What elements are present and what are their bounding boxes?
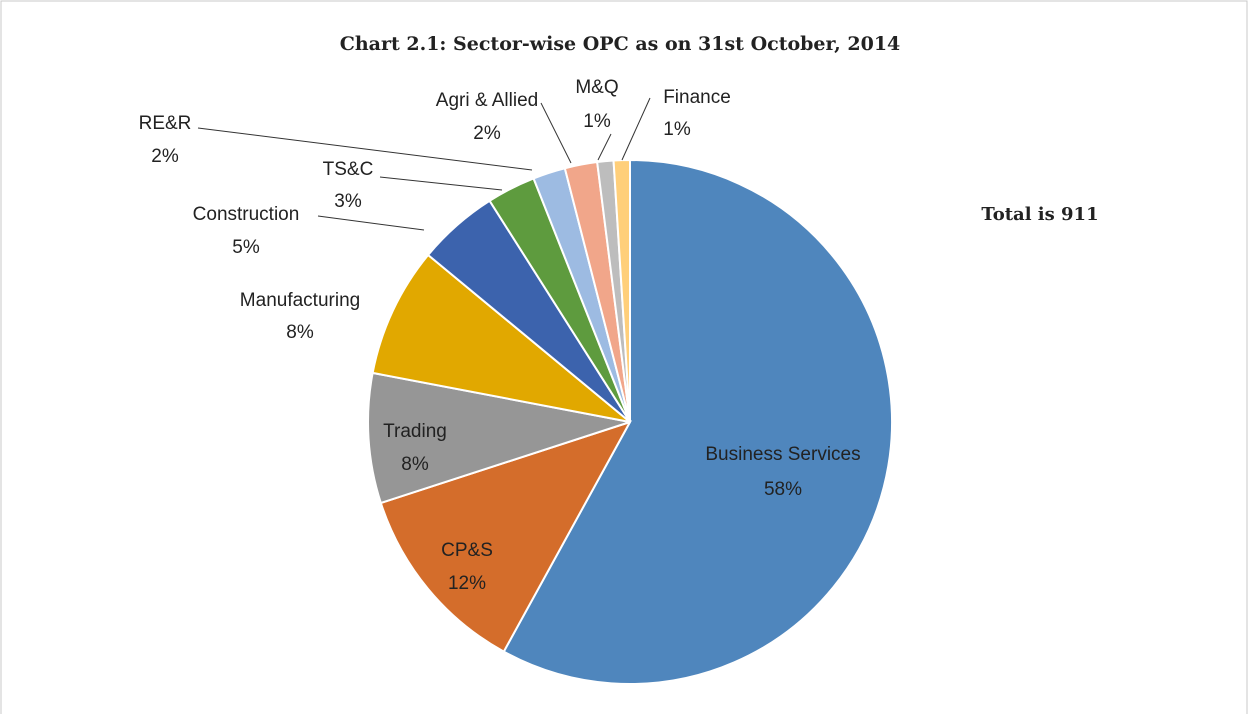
pie-slice — [612, 158, 631, 423]
slice-value-label: 2% — [151, 146, 179, 167]
leader-line — [379, 176, 503, 191]
slice-label: Construction — [193, 204, 300, 225]
slice-value-label: 8% — [401, 454, 429, 475]
slice-value-label: 1% — [583, 111, 611, 132]
slice-value-label: 3% — [334, 191, 362, 212]
slice-value-label: 12% — [448, 573, 486, 594]
slice-label: RE&R — [139, 113, 192, 134]
slice-label: Business Services — [705, 444, 860, 465]
leader-line — [621, 97, 651, 161]
slice-value-label: 58% — [764, 479, 802, 500]
slice-value-label: 5% — [232, 237, 260, 258]
slice-label: Manufacturing — [240, 290, 360, 311]
chart-title: Chart 2.1: Sector-wise OPC as on 31st Oc… — [340, 33, 901, 55]
leader-line — [597, 133, 612, 161]
slice-label: CP&S — [441, 540, 493, 561]
slice-value-label: 8% — [286, 322, 314, 343]
slice-value-label: 2% — [473, 123, 501, 144]
leader-line — [317, 215, 425, 231]
pie-slice — [371, 253, 631, 423]
slice-value-label: 1% — [663, 119, 691, 140]
annotation: Total is 911 — [981, 204, 1098, 225]
slice-label: M&Q — [575, 77, 618, 98]
leader-line — [540, 102, 572, 164]
leader-line — [197, 127, 533, 171]
slice-label: Finance — [663, 87, 731, 108]
pie-slice — [367, 371, 631, 505]
pie-slice — [502, 158, 893, 685]
pie-slice — [379, 420, 633, 653]
slice-label: TS&C — [323, 159, 374, 180]
slice-label: Agri & Allied — [436, 90, 538, 111]
slice-label: Trading — [383, 421, 447, 442]
